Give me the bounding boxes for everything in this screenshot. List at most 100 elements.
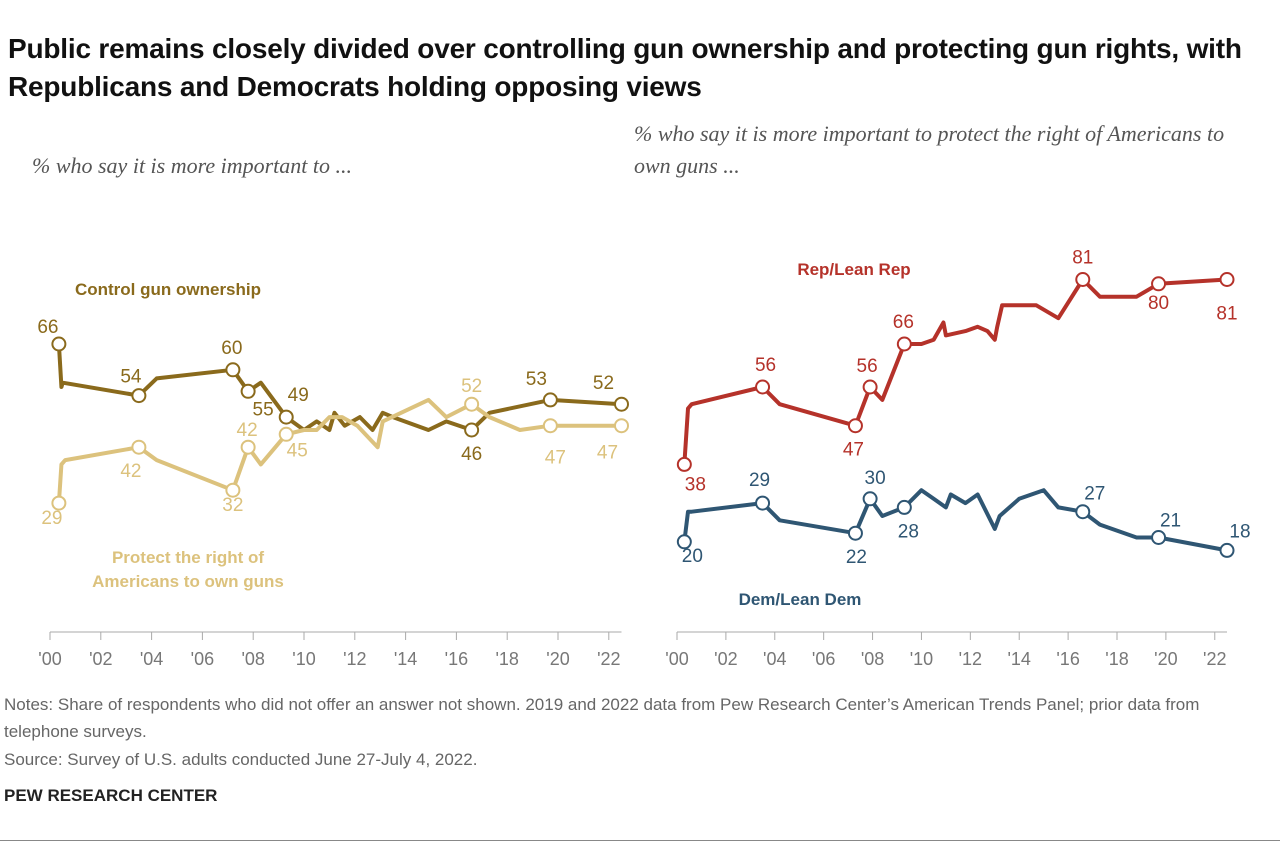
rule	[0, 840, 1280, 841]
data-label: 56	[857, 356, 878, 377]
note: Notes: Share of respondents who did not …	[4, 695, 1200, 741]
x-tick-label: '16	[445, 649, 468, 669]
point	[225, 482, 241, 498]
x-tick-label: '02	[89, 649, 112, 669]
point	[676, 456, 692, 472]
data-label: 22	[846, 547, 867, 568]
data-label: 32	[222, 495, 243, 516]
point	[240, 439, 256, 455]
point	[542, 392, 558, 408]
data-label: 46	[461, 444, 482, 465]
line	[682, 277, 1228, 465]
x-tick-label: '20	[546, 649, 569, 669]
data-label: 56	[755, 355, 776, 376]
x-tick-label: '04	[140, 649, 163, 669]
subtitle: % who say it is more important to ...	[32, 153, 353, 178]
x-tick-label: '02	[714, 649, 737, 669]
x-tick-label: '00	[38, 649, 61, 669]
data-label: 66	[893, 312, 914, 333]
point	[614, 396, 629, 412]
title: Public remains closely divided over cont…	[8, 33, 1242, 102]
data-label: 42	[237, 420, 258, 441]
series-label: Dem/Lean Dem	[738, 590, 862, 609]
point	[1151, 530, 1167, 545]
x-tick-label: '18	[495, 649, 518, 669]
data-label: 49	[288, 385, 309, 406]
series-label: Rep/Lean Rep	[797, 260, 911, 279]
x-tick-label: '18	[1105, 649, 1128, 669]
data-label: 28	[898, 521, 919, 542]
data-label: 18	[1229, 521, 1250, 542]
data-label: 45	[287, 440, 308, 461]
x-tick-label: '08	[861, 649, 884, 669]
x-tick-label: '12	[343, 649, 366, 669]
point	[1151, 276, 1167, 292]
point	[464, 422, 480, 438]
point	[51, 336, 67, 352]
series-label: Protect the right of Americans to own gu…	[92, 548, 284, 591]
data-label: 54	[120, 367, 142, 388]
data-label: 47	[843, 440, 864, 461]
point	[51, 495, 67, 511]
source: Source: Survey of U.S. adults conducted …	[4, 750, 478, 769]
data-label: 29	[749, 470, 770, 491]
x-tick-label: '22	[1203, 649, 1226, 669]
data-label: 38	[685, 474, 706, 495]
x-tick-label: '20	[1154, 649, 1177, 669]
data-label: 42	[120, 461, 141, 482]
data-label: 20	[682, 546, 703, 567]
x-tick-label: '10	[292, 649, 315, 669]
data-label: 80	[1148, 293, 1169, 314]
point	[464, 396, 480, 412]
data-label: 55	[253, 399, 274, 420]
point	[131, 439, 147, 455]
x-tick-label: '08	[241, 649, 264, 669]
point	[755, 379, 771, 395]
data-label: 60	[221, 338, 242, 359]
point	[1075, 504, 1091, 520]
point	[225, 362, 241, 378]
point	[240, 383, 256, 399]
data-label: 81	[1216, 304, 1237, 325]
x-tick-label: '12	[959, 649, 982, 669]
subtitle: % who say it is more important to protec…	[634, 121, 1225, 178]
data-label: 66	[37, 317, 58, 338]
data-label: 29	[41, 508, 62, 529]
x-tick-label: '00	[665, 649, 688, 669]
point	[1075, 272, 1091, 287]
point	[278, 409, 294, 425]
point	[542, 418, 558, 434]
point	[278, 426, 294, 442]
x-tick-label: '14	[1007, 649, 1030, 669]
point	[847, 525, 863, 541]
x-tick-label: '22	[597, 649, 620, 669]
point	[847, 418, 863, 434]
x-tick-label: '10	[910, 649, 933, 669]
point	[896, 499, 912, 515]
x-tick-label: '06	[812, 649, 835, 669]
data-label: 52	[593, 373, 614, 394]
data-label: 47	[597, 443, 618, 464]
data-label: 52	[461, 376, 482, 397]
data-label: 30	[865, 468, 886, 489]
data-label: 81	[1072, 248, 1093, 269]
point	[755, 495, 771, 511]
data-label: 47	[545, 448, 566, 469]
data-label: 21	[1160, 511, 1181, 532]
footer: PEW RESEARCH CENTER	[4, 786, 218, 805]
x-tick-label: '04	[763, 649, 786, 669]
point	[896, 336, 912, 352]
x-tick-label: '16	[1056, 649, 1079, 669]
point	[676, 534, 692, 550]
x-tick-label: '14	[394, 649, 417, 669]
point	[1219, 542, 1235, 558]
point	[1219, 272, 1235, 287]
point	[614, 418, 629, 434]
point	[862, 379, 878, 395]
x-tick-label: '06	[191, 649, 214, 669]
point	[131, 388, 147, 404]
point	[862, 491, 878, 507]
line	[56, 343, 622, 432]
